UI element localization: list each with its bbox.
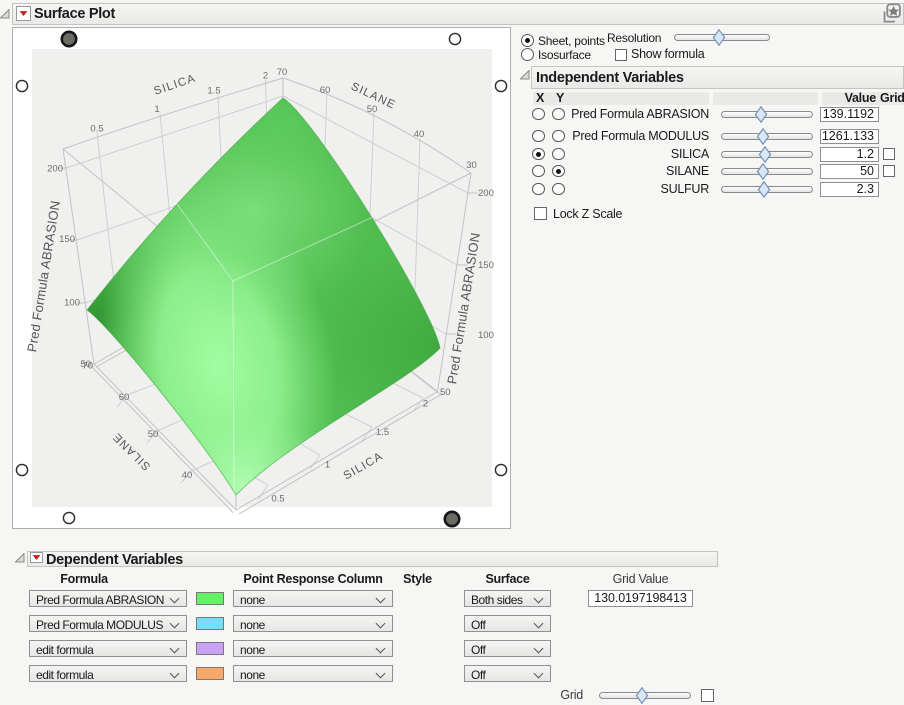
svg-text:100: 100	[64, 298, 80, 309]
svg-text:0.5: 0.5	[271, 494, 284, 505]
svg-text:70: 70	[82, 361, 93, 372]
svg-text:50: 50	[148, 429, 159, 440]
svg-text:1.5: 1.5	[207, 86, 220, 97]
svg-text:2: 2	[263, 71, 268, 82]
svg-text:30: 30	[466, 160, 477, 171]
svg-text:50: 50	[367, 104, 378, 115]
svg-text:150: 150	[478, 260, 494, 271]
svg-text:2: 2	[423, 399, 428, 410]
svg-text:200: 200	[47, 164, 63, 175]
svg-text:70: 70	[277, 67, 288, 78]
svg-text:200: 200	[478, 188, 494, 199]
svg-text:60: 60	[320, 85, 331, 96]
svg-text:50: 50	[440, 387, 451, 398]
svg-text:1: 1	[154, 104, 159, 115]
svg-text:40: 40	[414, 129, 425, 140]
svg-text:50: 50	[80, 359, 91, 370]
svg-text:1.5: 1.5	[376, 427, 389, 438]
svg-text:100: 100	[478, 330, 494, 341]
svg-text:0.5: 0.5	[90, 124, 103, 135]
svg-text:150: 150	[59, 234, 75, 245]
svg-text:60: 60	[119, 392, 130, 403]
svg-text:1: 1	[325, 460, 330, 471]
svg-text:40: 40	[182, 470, 193, 481]
